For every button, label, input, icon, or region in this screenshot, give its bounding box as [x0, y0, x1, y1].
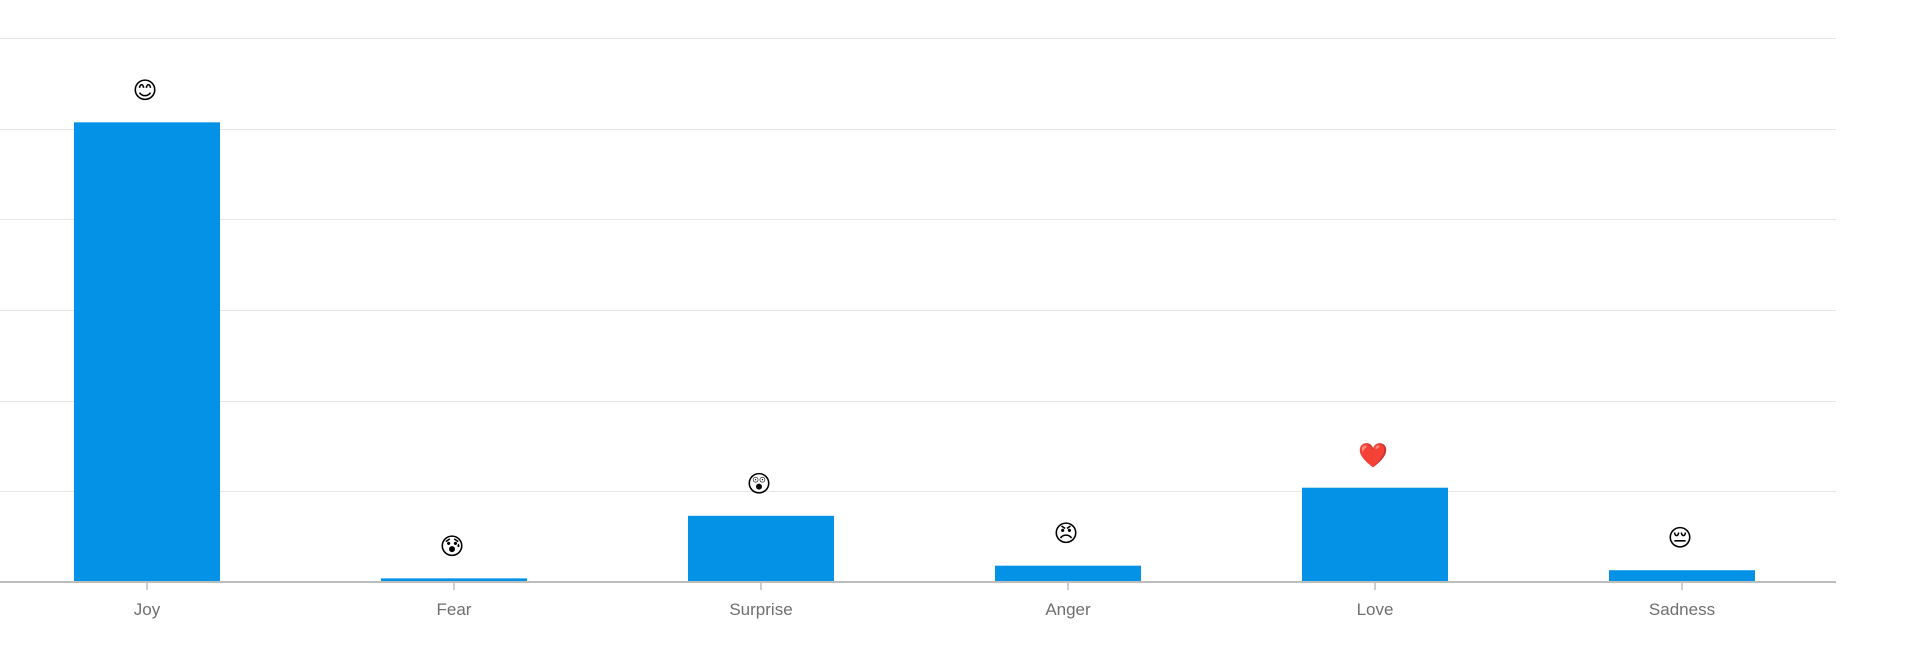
- emoji-joy: 😊: [132, 76, 157, 104]
- emoji-love: ❤️: [1358, 442, 1388, 470]
- emoji-anger: 😠: [1053, 520, 1078, 548]
- bar-joy[interactable]: [74, 122, 220, 582]
- x-tick-label-surprise: Surprise: [729, 600, 792, 619]
- bar-sadness[interactable]: [1609, 570, 1755, 582]
- bars: [74, 122, 1755, 582]
- x-tick-label-joy: Joy: [134, 600, 161, 619]
- gridlines: [0, 38, 1836, 492]
- emoji-labels: 😊 😰 😲 😠 ❤️ 😔: [132, 76, 1692, 560]
- bar-surprise[interactable]: [688, 515, 834, 582]
- x-tick-label-sadness: Sadness: [1649, 600, 1715, 619]
- x-axis-ticks: [146, 582, 1683, 590]
- x-tick-label-anger: Anger: [1045, 600, 1091, 619]
- x-tick-label-fear: Fear: [437, 600, 472, 619]
- x-tick-label-love: Love: [1357, 600, 1394, 619]
- emoji-sadness: 😔: [1667, 524, 1692, 552]
- bar-fear[interactable]: [381, 578, 527, 582]
- bar-love[interactable]: [1302, 487, 1448, 582]
- bar-anger[interactable]: [995, 565, 1141, 582]
- x-axis-labels: Joy Fear Surprise Anger Love Sadness: [134, 600, 1715, 619]
- emoji-fear: 😰: [439, 532, 464, 560]
- emoji-surprise: 😲: [746, 470, 771, 498]
